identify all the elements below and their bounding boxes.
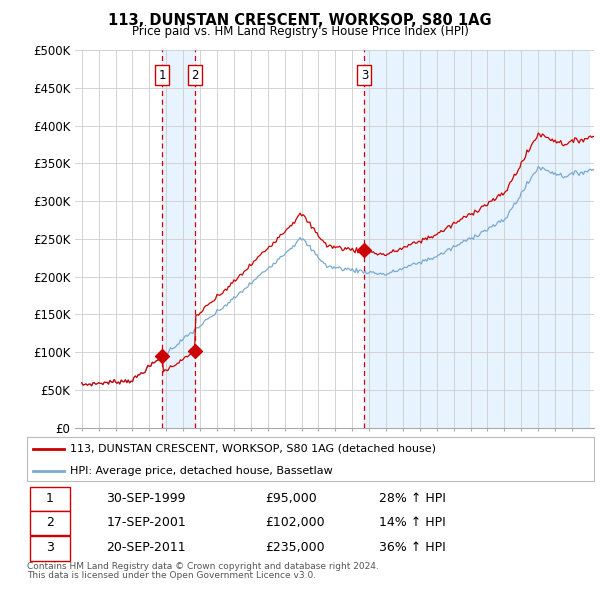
FancyBboxPatch shape	[30, 536, 70, 560]
Text: 3: 3	[46, 542, 53, 555]
Text: £95,000: £95,000	[265, 492, 317, 505]
Text: 28% ↑ HPI: 28% ↑ HPI	[379, 492, 445, 505]
Point	[190, 346, 200, 355]
Text: 14% ↑ HPI: 14% ↑ HPI	[379, 516, 445, 529]
Point	[157, 351, 167, 360]
Text: 2: 2	[191, 68, 199, 81]
FancyBboxPatch shape	[30, 511, 70, 536]
Text: 20-SEP-2011: 20-SEP-2011	[106, 542, 186, 555]
FancyBboxPatch shape	[30, 487, 70, 511]
Text: HPI: Average price, detached house, Bassetlaw: HPI: Average price, detached house, Bass…	[70, 466, 332, 476]
Text: 17-SEP-2001: 17-SEP-2001	[106, 516, 186, 529]
Text: £102,000: £102,000	[265, 516, 325, 529]
Text: 30-SEP-1999: 30-SEP-1999	[106, 492, 186, 505]
Point	[359, 245, 369, 255]
Text: 2: 2	[46, 516, 53, 529]
Text: Contains HM Land Registry data © Crown copyright and database right 2024.: Contains HM Land Registry data © Crown c…	[27, 562, 379, 571]
Text: This data is licensed under the Open Government Licence v3.0.: This data is licensed under the Open Gov…	[27, 571, 316, 580]
Bar	[162, 50, 195, 428]
Text: 3: 3	[361, 68, 368, 81]
Bar	[364, 50, 589, 428]
Text: 1: 1	[158, 68, 166, 81]
Text: £235,000: £235,000	[265, 542, 325, 555]
Text: 36% ↑ HPI: 36% ↑ HPI	[379, 542, 445, 555]
Text: Price paid vs. HM Land Registry's House Price Index (HPI): Price paid vs. HM Land Registry's House …	[131, 25, 469, 38]
Text: 113, DUNSTAN CRESCENT, WORKSOP, S80 1AG (detached house): 113, DUNSTAN CRESCENT, WORKSOP, S80 1AG …	[70, 444, 436, 454]
Text: 113, DUNSTAN CRESCENT, WORKSOP, S80 1AG: 113, DUNSTAN CRESCENT, WORKSOP, S80 1AG	[108, 13, 492, 28]
Text: 1: 1	[46, 492, 53, 505]
